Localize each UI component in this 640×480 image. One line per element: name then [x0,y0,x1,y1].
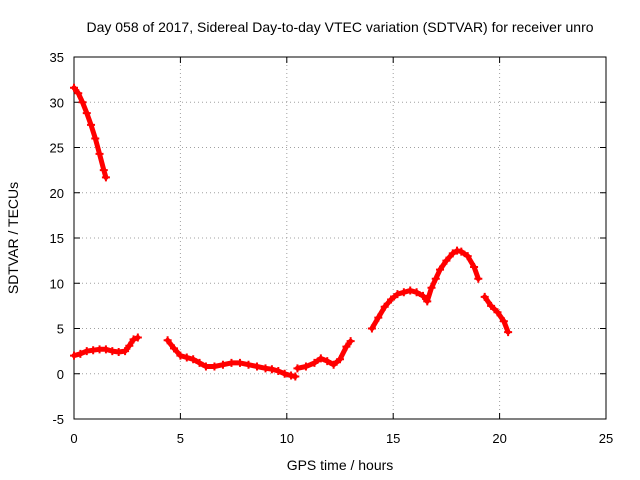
data-point [346,337,355,346]
data-point [418,291,427,300]
data-point [393,290,402,299]
data-point [291,372,300,381]
data-point [406,286,415,295]
data-point [448,249,457,258]
x-tick-label: 20 [492,431,506,446]
data-point [218,360,227,369]
data-series [70,333,142,360]
data-point [367,324,376,333]
data-point [323,357,332,366]
data-point [474,274,483,283]
data-point [121,347,130,356]
data-point [235,358,244,367]
data-point [201,362,210,371]
data-point [74,89,83,98]
data-point [342,342,351,351]
series-line [71,85,109,180]
x-tick-label: 10 [280,431,294,446]
y-tick-label: 10 [50,276,64,291]
data-point [267,365,276,374]
y-axis-label: SDTVAR / TECUs [5,182,21,294]
data-point [101,173,110,182]
y-tick-label: 5 [57,322,64,337]
data-point [436,265,445,274]
data-point [274,367,283,376]
data-point [91,134,100,143]
y-tick-label: -5 [52,412,64,427]
y-tick-label: 25 [50,141,64,156]
x-tick-label: 15 [386,431,400,446]
data-point [387,295,396,304]
y-tick-label: 15 [50,231,64,246]
data-point [95,149,104,158]
x-tick-label: 25 [599,431,613,446]
data-point [70,351,78,360]
data-point [227,358,236,367]
data-point [87,120,96,129]
data-point [301,362,310,371]
data-point [499,317,508,326]
data-point [423,297,432,306]
series-line [369,248,481,331]
data-point [329,360,338,369]
data-point [182,353,191,362]
data-series [293,337,355,373]
data-point [244,360,253,369]
data-point [412,288,421,297]
series-layer [70,83,513,381]
data-point [70,83,78,92]
data-point [101,345,110,354]
data-point [189,355,198,364]
chart-title: Day 058 of 2017, Sidereal Day-to-day VTE… [86,19,593,35]
data-point [78,98,87,107]
data-point [99,166,108,175]
data-point [380,302,389,311]
x-tick-label: 0 [70,431,77,446]
data-point [129,335,138,344]
data-point [280,369,289,378]
data-point [431,274,440,283]
data-point [163,336,172,345]
data-point [480,292,489,301]
data-point [457,247,466,256]
data-point [463,252,472,261]
data-point [399,288,408,297]
grid-layer [74,57,606,419]
data-point [125,341,134,350]
data-point [176,351,185,360]
data-point [293,364,302,373]
data-point [504,328,513,337]
data-point [310,358,319,367]
data-point [470,262,479,271]
data-series [367,246,483,333]
data-series [480,292,513,337]
data-point [442,256,451,265]
data-point [133,333,142,342]
data-point [253,362,262,371]
y-tick-label: 20 [50,186,64,201]
data-series [163,336,300,381]
x-axis-label: GPS time / hours [287,457,394,473]
data-point [170,344,179,353]
y-tick-label: 0 [57,367,64,382]
data-point [76,349,85,358]
data-point [487,301,496,310]
data-point [427,283,436,292]
data-point [82,109,91,118]
y-tick-label: 35 [50,50,64,65]
data-point [336,355,344,364]
data-point [374,313,383,322]
y-tick-label: 30 [50,95,64,110]
x-tick-label: 5 [177,431,184,446]
data-point [316,354,325,363]
ticks-layer: 0 5 10 15 20 25 -5 0 5 10 15 20 25 30 35 [50,50,614,446]
data-point [210,362,219,371]
data-series [70,83,110,182]
data-point [493,308,502,317]
series-line [482,294,511,335]
data-point [195,358,204,367]
